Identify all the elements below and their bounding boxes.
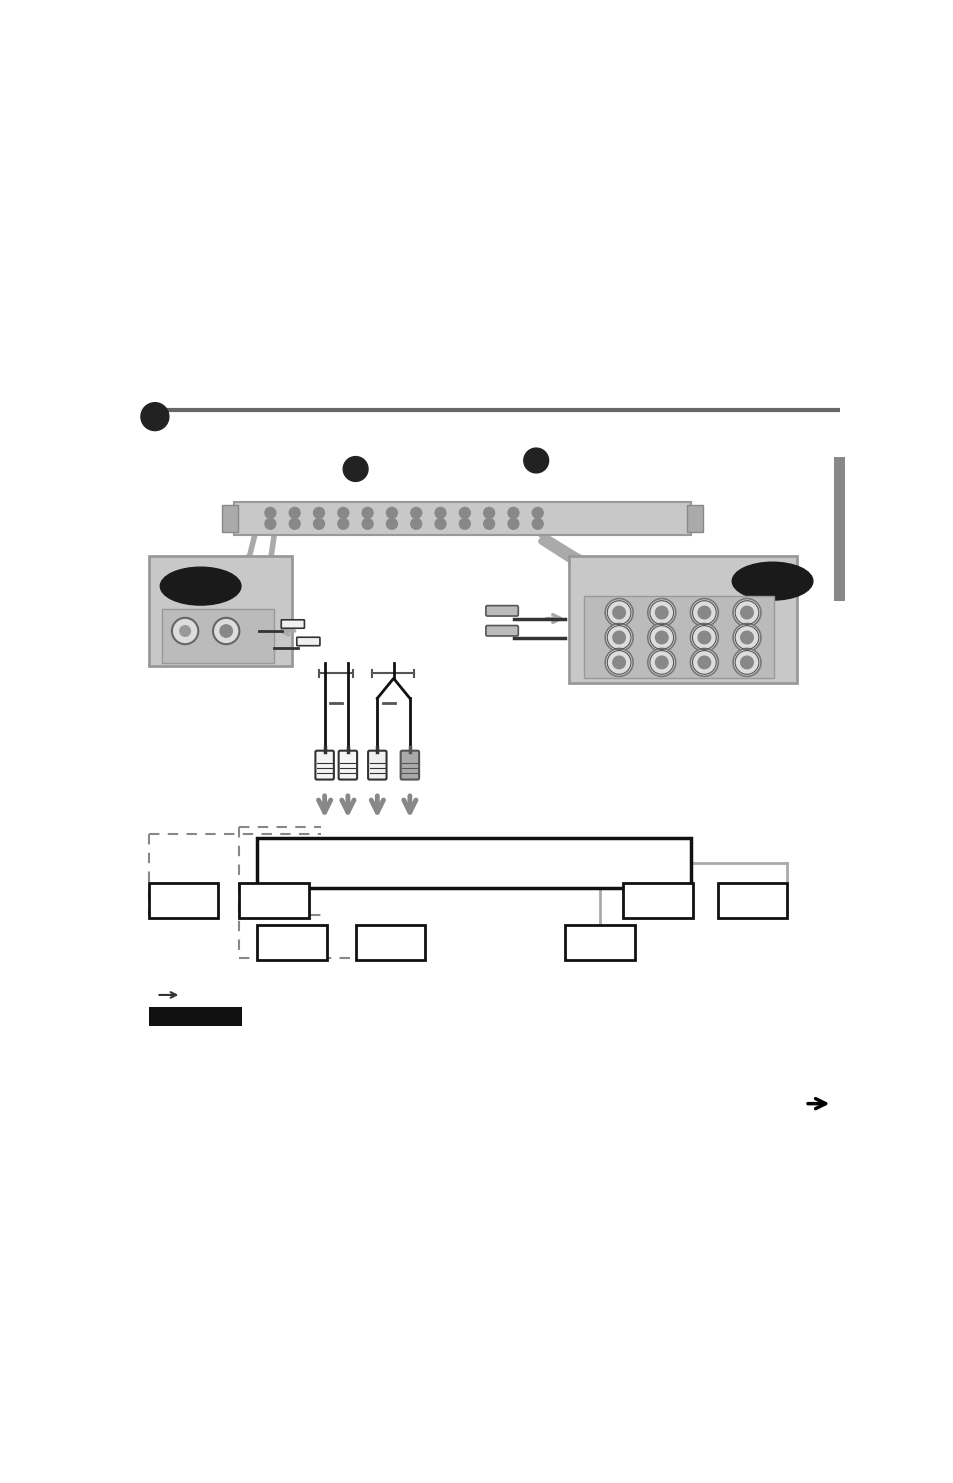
Circle shape (698, 655, 710, 669)
Circle shape (690, 623, 718, 651)
FancyBboxPatch shape (233, 503, 691, 535)
FancyBboxPatch shape (686, 504, 702, 532)
FancyBboxPatch shape (717, 882, 786, 918)
Circle shape (362, 507, 373, 518)
Circle shape (532, 519, 542, 529)
FancyBboxPatch shape (149, 1007, 241, 1026)
FancyBboxPatch shape (568, 556, 797, 684)
Circle shape (604, 623, 633, 651)
FancyBboxPatch shape (296, 638, 319, 645)
Circle shape (698, 607, 710, 618)
Circle shape (459, 507, 470, 518)
Circle shape (337, 507, 349, 518)
FancyBboxPatch shape (281, 620, 304, 629)
Circle shape (343, 457, 368, 482)
FancyBboxPatch shape (239, 882, 309, 918)
Circle shape (265, 507, 275, 518)
Circle shape (220, 624, 233, 638)
Circle shape (732, 599, 760, 626)
Circle shape (141, 403, 169, 430)
FancyBboxPatch shape (368, 750, 386, 780)
Circle shape (411, 519, 421, 529)
Circle shape (314, 507, 324, 518)
Circle shape (655, 655, 667, 669)
Circle shape (337, 519, 349, 529)
Circle shape (655, 607, 667, 618)
Circle shape (386, 519, 396, 529)
Circle shape (213, 618, 239, 644)
FancyBboxPatch shape (338, 750, 356, 780)
FancyBboxPatch shape (485, 626, 517, 636)
Ellipse shape (160, 567, 241, 605)
Circle shape (411, 507, 421, 518)
Circle shape (612, 632, 625, 644)
Circle shape (690, 599, 718, 626)
FancyBboxPatch shape (355, 925, 425, 960)
FancyBboxPatch shape (162, 608, 274, 663)
Circle shape (459, 519, 470, 529)
Circle shape (483, 507, 494, 518)
FancyBboxPatch shape (149, 882, 218, 918)
Circle shape (732, 623, 760, 651)
Circle shape (362, 519, 373, 529)
FancyBboxPatch shape (833, 457, 843, 601)
Circle shape (523, 448, 548, 473)
Circle shape (314, 519, 324, 529)
Circle shape (172, 618, 198, 644)
FancyBboxPatch shape (149, 556, 292, 666)
Circle shape (483, 519, 494, 529)
FancyBboxPatch shape (400, 750, 418, 780)
Circle shape (612, 655, 625, 669)
FancyBboxPatch shape (257, 925, 327, 960)
FancyBboxPatch shape (257, 838, 691, 888)
Circle shape (732, 648, 760, 676)
Circle shape (647, 599, 675, 626)
Circle shape (698, 632, 710, 644)
Circle shape (180, 626, 191, 636)
Ellipse shape (732, 562, 812, 601)
Circle shape (289, 507, 300, 518)
Circle shape (289, 519, 300, 529)
FancyBboxPatch shape (315, 750, 334, 780)
Circle shape (604, 648, 633, 676)
Circle shape (647, 623, 675, 651)
Circle shape (690, 648, 718, 676)
FancyBboxPatch shape (622, 882, 692, 918)
Circle shape (508, 507, 518, 518)
Circle shape (435, 507, 445, 518)
Circle shape (435, 519, 445, 529)
FancyBboxPatch shape (564, 925, 634, 960)
Circle shape (740, 655, 753, 669)
Circle shape (532, 507, 542, 518)
Circle shape (740, 607, 753, 618)
Circle shape (647, 648, 675, 676)
Circle shape (604, 599, 633, 626)
FancyBboxPatch shape (485, 605, 517, 615)
Circle shape (655, 632, 667, 644)
FancyBboxPatch shape (583, 596, 773, 678)
Circle shape (612, 607, 625, 618)
Circle shape (508, 519, 518, 529)
Circle shape (740, 632, 753, 644)
Circle shape (386, 507, 396, 518)
Circle shape (265, 519, 275, 529)
FancyBboxPatch shape (222, 504, 237, 532)
